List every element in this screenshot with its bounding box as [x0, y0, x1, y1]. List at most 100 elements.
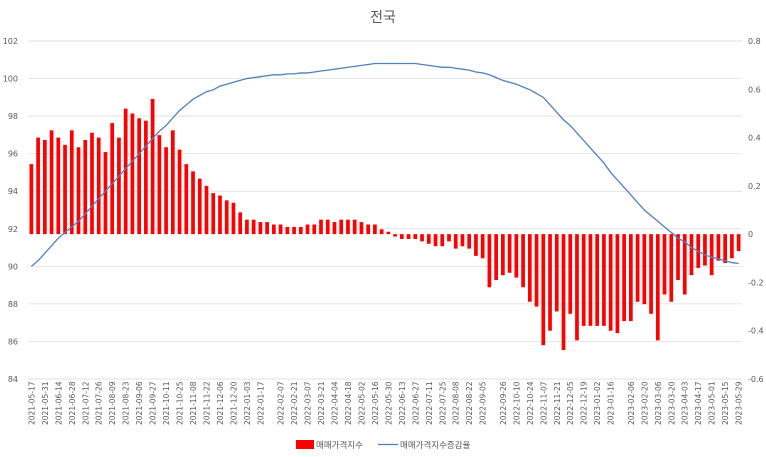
bar — [130, 113, 135, 235]
bar — [393, 234, 397, 237]
x-tick-label: 2022-08-08 — [452, 381, 461, 425]
bar — [716, 234, 721, 261]
bar — [581, 234, 586, 326]
bar — [319, 219, 323, 235]
bar — [379, 229, 384, 235]
bar — [285, 226, 290, 235]
gridlines — [28, 40, 742, 380]
bar — [137, 118, 141, 235]
bar — [272, 224, 276, 235]
right-tick-label: -0.2 — [748, 278, 764, 287]
bar — [709, 234, 714, 276]
bar — [561, 234, 566, 351]
x-tick-label: 2022-08-22 — [465, 381, 474, 425]
left-axis-ticks: 84 86 88 90 92 94 96 98 100 102 — [3, 37, 18, 384]
bar — [635, 234, 640, 302]
x-tick-label: 2022-03-21 — [317, 381, 326, 425]
left-tick-label: 90 — [8, 262, 18, 271]
bar — [703, 234, 707, 266]
bar — [332, 222, 337, 235]
right-tick-label: -0.6 — [748, 375, 764, 384]
bar — [63, 144, 67, 235]
bar — [251, 219, 256, 235]
bar — [123, 108, 128, 235]
line-series-path — [30, 62, 739, 267]
x-tick-label: 2021-11-22 — [203, 381, 212, 425]
left-tick-label: 94 — [8, 187, 18, 196]
x-tick-label: 2022-01-03 — [243, 381, 252, 425]
bar — [238, 212, 243, 235]
legend-swatch-bar — [296, 440, 314, 449]
bar — [204, 185, 209, 235]
bar — [49, 130, 54, 235]
x-tick-label: 2021-12-06 — [216, 381, 225, 425]
bar — [622, 234, 626, 322]
bar — [655, 234, 660, 341]
bar — [554, 234, 559, 312]
x-tick-label: 2023-04-17 — [694, 381, 703, 425]
bar — [366, 224, 371, 235]
bar-series — [29, 98, 741, 351]
bar — [548, 234, 552, 331]
x-tick-label: 2022-04-04 — [330, 381, 339, 425]
bar — [90, 132, 94, 235]
bar — [117, 137, 121, 235]
right-tick-label: 0.6 — [748, 85, 761, 94]
bar — [177, 149, 182, 235]
x-tick-label: 2021-12-20 — [229, 381, 238, 425]
bar — [534, 234, 539, 307]
bar — [723, 234, 728, 264]
x-tick-label: 2023-01-16 — [607, 381, 616, 425]
chart-title: 전국 — [370, 10, 396, 26]
bar — [467, 234, 472, 249]
x-tick-label: 2022-05-30 — [384, 381, 393, 425]
bar — [56, 137, 61, 235]
x-tick-label: 2022-05-02 — [357, 381, 366, 425]
bar — [298, 226, 303, 235]
bar — [433, 234, 438, 247]
bar — [501, 234, 505, 276]
bar — [211, 193, 216, 235]
bar — [615, 234, 620, 334]
bar — [346, 219, 350, 235]
x-tick-label: 2023-03-06 — [654, 381, 663, 425]
x-tick-label: 2021-09-06 — [135, 381, 144, 425]
bar — [325, 219, 330, 235]
right-tick-label: 0.8 — [748, 37, 761, 46]
bar — [29, 164, 34, 235]
bar — [426, 234, 431, 244]
bar — [144, 120, 148, 235]
bar — [514, 234, 519, 278]
bar — [413, 234, 418, 239]
bar — [191, 171, 195, 235]
x-tick-label: 2023-01-02 — [593, 381, 602, 425]
bar — [305, 224, 310, 235]
bar — [164, 147, 168, 235]
bar — [352, 219, 357, 235]
x-tick-label: 2022-05-16 — [371, 381, 380, 425]
x-tick-label: 2022-06-13 — [398, 381, 407, 425]
x-tick-label: 2021-08-23 — [122, 381, 131, 425]
x-tick-label: 2021-05-31 — [41, 381, 50, 425]
bar — [218, 195, 222, 235]
x-tick-label: 2021-10-11 — [162, 381, 171, 425]
bar — [339, 219, 344, 235]
bar — [76, 147, 81, 235]
x-tick-label: 2022-09-05 — [479, 381, 488, 425]
line-series — [30, 62, 739, 267]
x-tick-label: 2022-11-07 — [539, 381, 548, 425]
bar — [447, 234, 451, 242]
bar — [42, 139, 47, 235]
bar — [541, 234, 546, 346]
bar — [676, 234, 680, 281]
bar — [96, 137, 101, 235]
left-tick-label: 92 — [8, 225, 18, 234]
bar — [649, 234, 653, 314]
bar — [595, 234, 600, 326]
bar — [258, 222, 263, 235]
x-tick-label: 2021-11-08 — [189, 381, 198, 425]
right-tick-label: 0.2 — [748, 182, 761, 191]
left-tick-label: 98 — [8, 112, 18, 121]
bar — [730, 234, 734, 259]
bar — [602, 234, 606, 326]
